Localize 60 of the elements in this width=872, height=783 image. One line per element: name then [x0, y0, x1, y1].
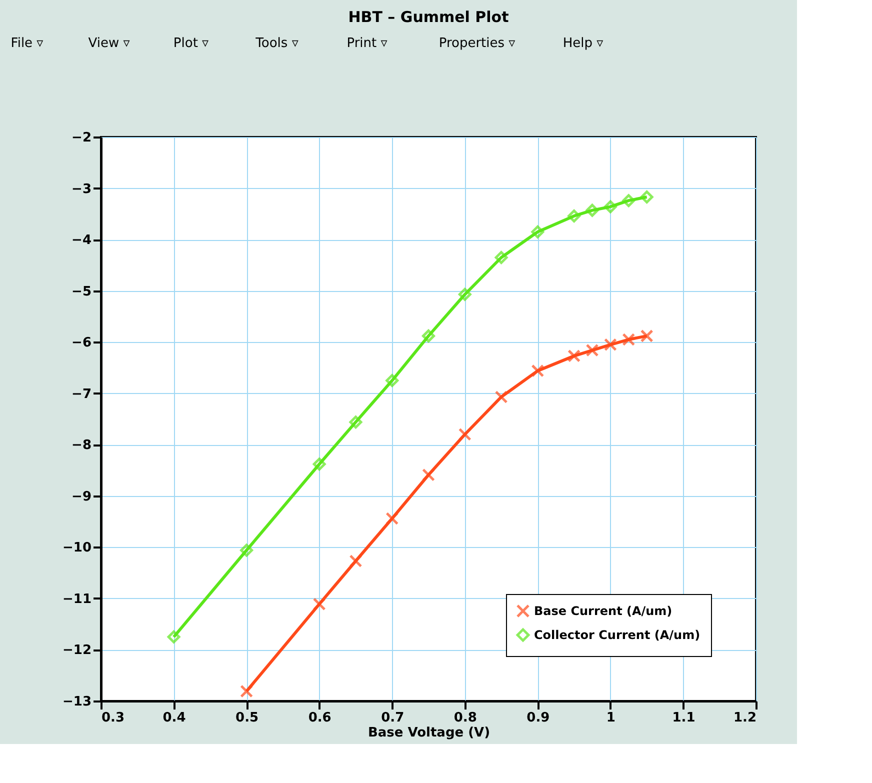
text: Print ▿: [346, 36, 388, 51]
text: View ▿: [88, 36, 130, 51]
x-tick-label: 0.6: [308, 710, 332, 726]
point: [622, 333, 636, 346]
x-tick-label: 1: [606, 710, 616, 726]
point: [386, 512, 399, 525]
text: Help ▿: [562, 36, 604, 51]
point: [167, 630, 180, 644]
x-tick-label: 1.2: [733, 710, 756, 726]
legend-label: Collector Current (A/um): [534, 628, 700, 642]
point: [604, 200, 617, 214]
y-tick-label: −13: [62, 694, 92, 710]
y-tick-label: −8: [72, 438, 92, 454]
point: [586, 344, 599, 357]
y-tick-label: −5: [72, 284, 92, 300]
point: [531, 364, 544, 378]
point: [568, 209, 581, 222]
point: [458, 428, 472, 441]
text: Tools ▿: [254, 36, 299, 51]
point: [422, 329, 435, 342]
x-tick-label: 0.8: [454, 710, 477, 726]
y-tick-label: −7: [72, 386, 92, 402]
point: [312, 598, 326, 611]
y-tick-label: −12: [62, 643, 92, 658]
x-tick-label: 0.4: [162, 710, 186, 726]
y-tick-label: −6: [72, 336, 92, 351]
point: [494, 390, 508, 404]
point: [240, 544, 254, 557]
x-tick-label: 0.3: [102, 710, 125, 726]
y-tick-label: −9: [72, 489, 92, 504]
y-tick-label: −2: [72, 130, 92, 146]
x-tick-label: 0.9: [526, 710, 550, 726]
point: [640, 329, 654, 342]
x-tick-label: 0.7: [381, 710, 404, 726]
point: [312, 458, 326, 471]
x-tick-label: 0.5: [236, 710, 259, 726]
point: [622, 194, 636, 208]
point: [531, 225, 544, 238]
point: [494, 250, 508, 264]
y-tick-label: −4: [72, 233, 92, 248]
point: [386, 374, 399, 388]
x-tick-label: 1.1: [672, 710, 696, 726]
point: [349, 416, 362, 429]
point: [240, 684, 254, 698]
legend-label: Base Current (A/um): [534, 604, 672, 618]
point: [422, 468, 435, 482]
point: [458, 288, 472, 301]
y-tick-label: −11: [62, 592, 92, 607]
text: Plot ▿: [173, 36, 210, 51]
point: [586, 204, 599, 217]
text: Properties ▿: [438, 36, 516, 51]
x-axis-title: Base Voltage (V): [368, 726, 490, 740]
point: [349, 554, 362, 568]
text: File ▿: [10, 36, 44, 51]
point: [604, 338, 617, 352]
chart-title: HBT – Gummel Plot: [348, 8, 509, 26]
y-tick-label: −3: [72, 182, 92, 197]
point: [568, 349, 581, 362]
y-tick-label: −10: [62, 540, 92, 556]
point: [640, 190, 654, 204]
